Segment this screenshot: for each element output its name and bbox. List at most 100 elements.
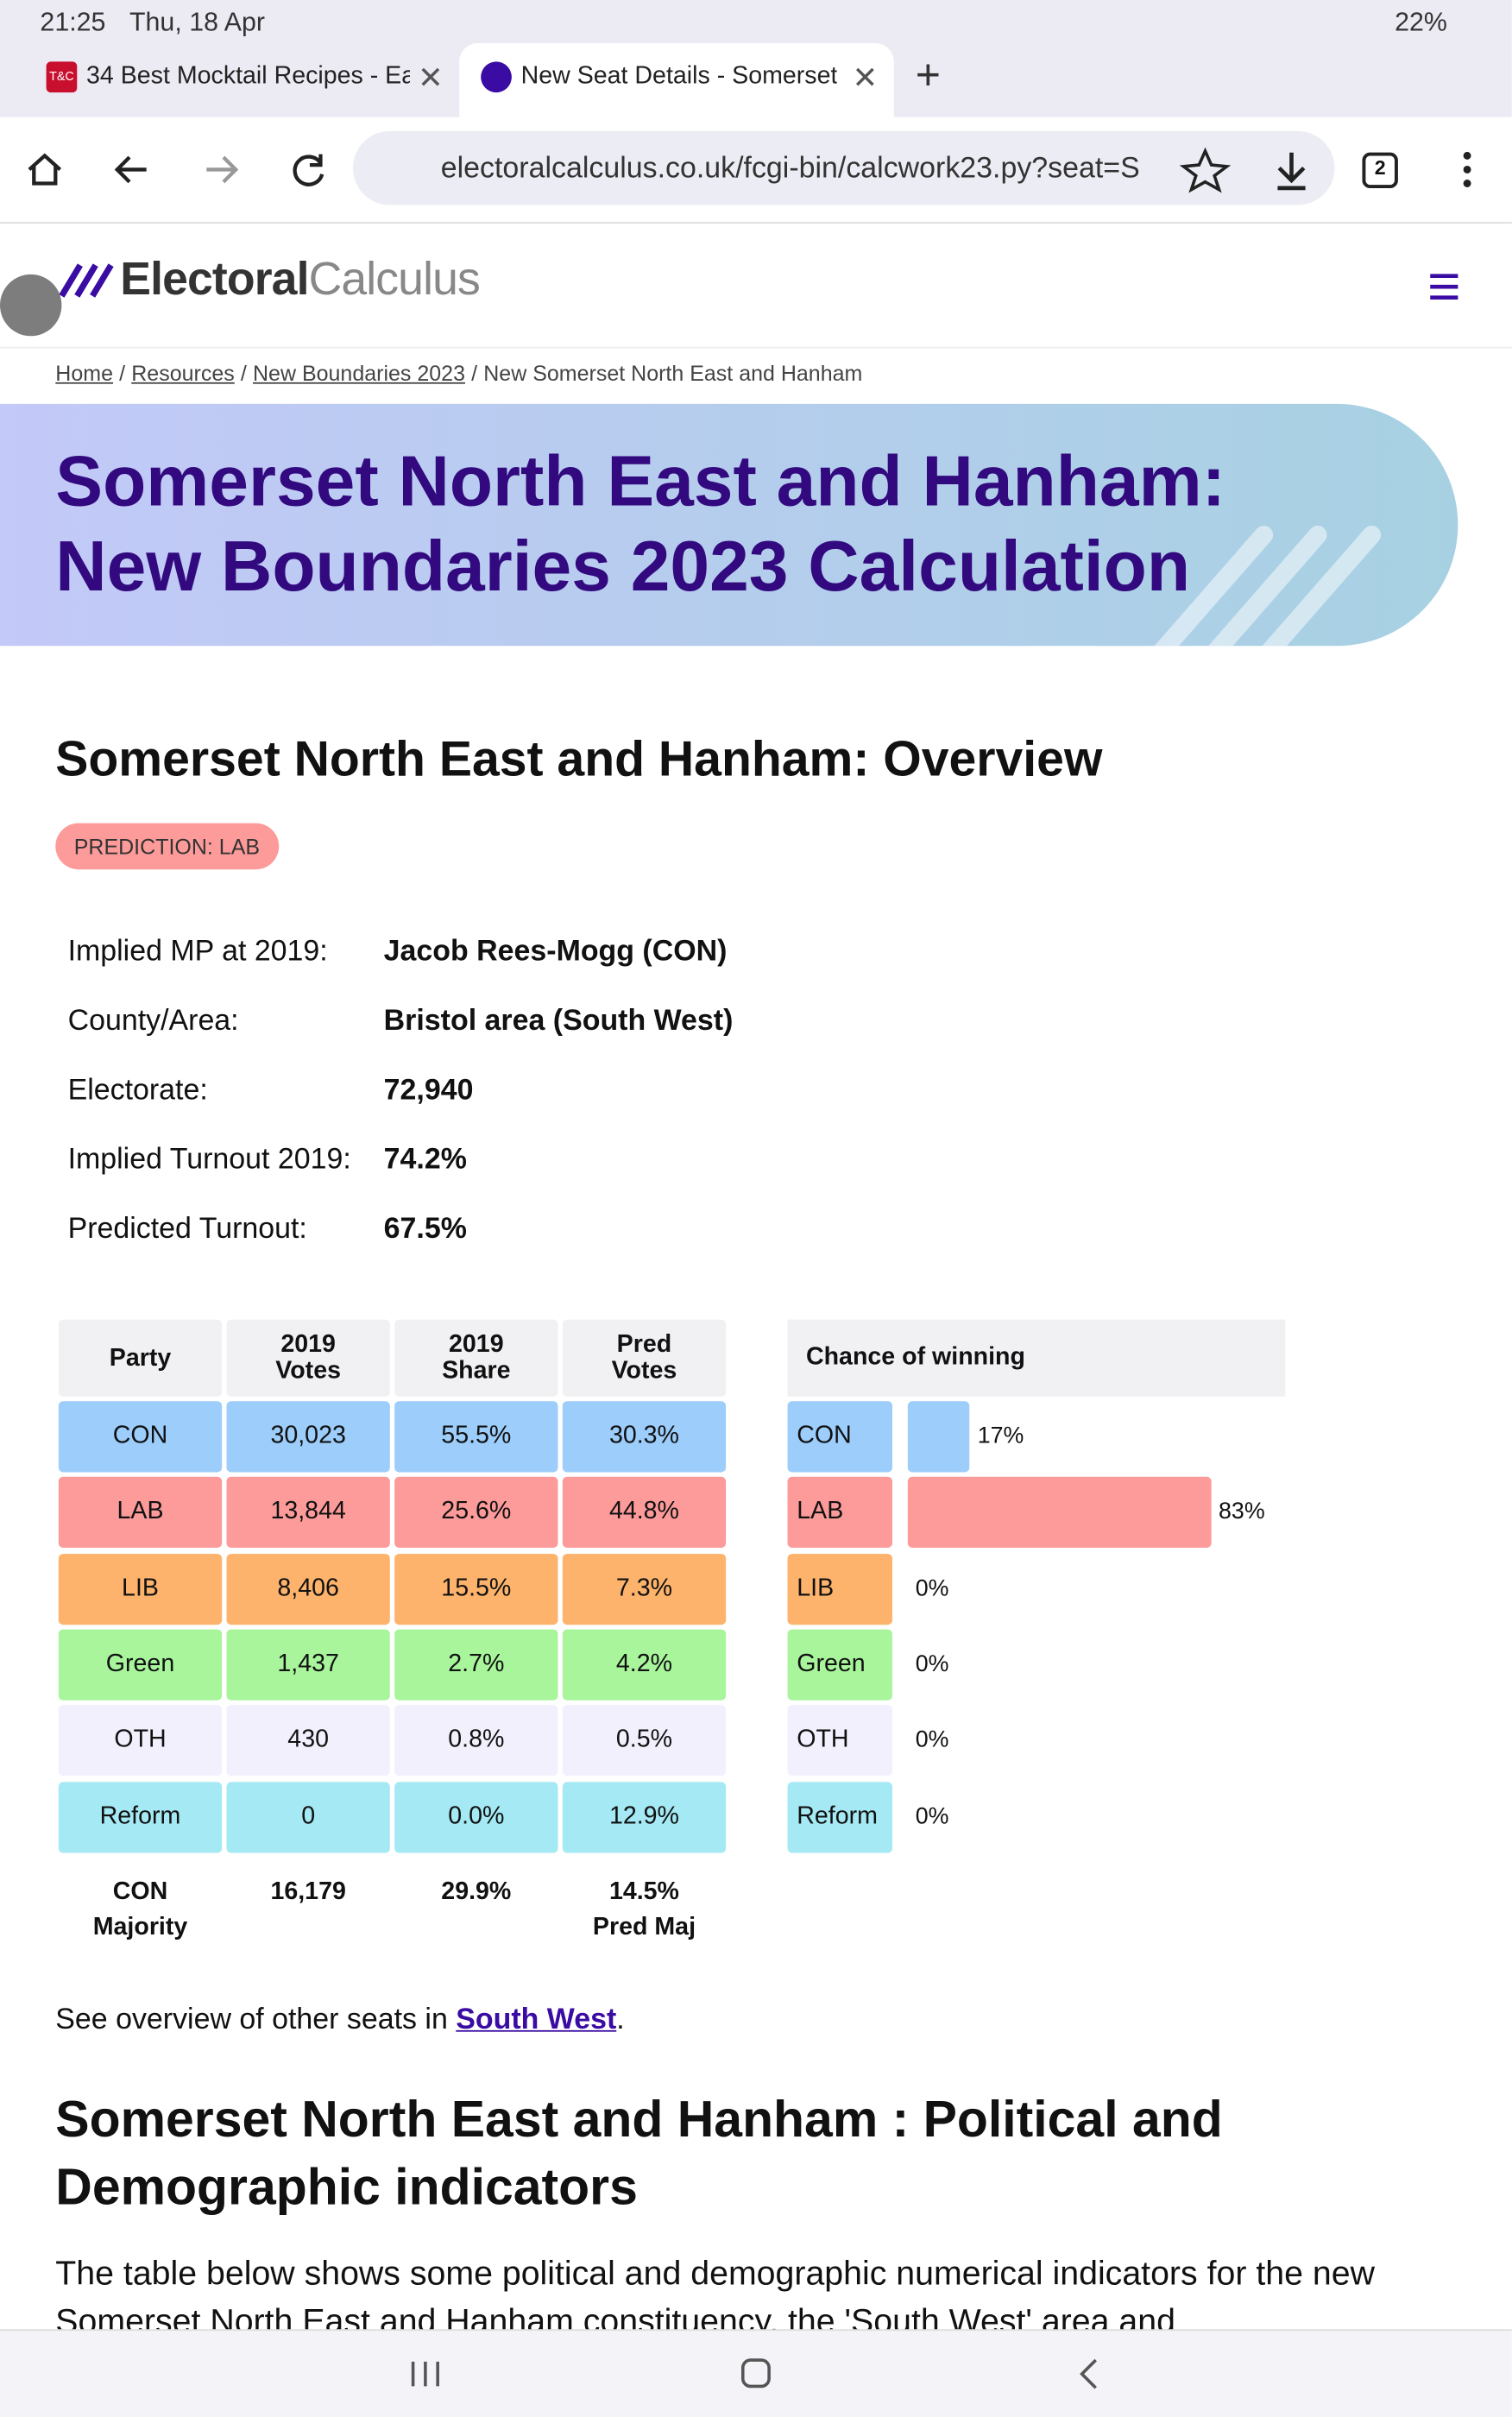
info-value: 72,940 bbox=[383, 1074, 474, 1108]
site-menu[interactable] bbox=[1427, 271, 1461, 302]
info-label: Predicted Turnout: bbox=[67, 1213, 307, 1246]
table-cell: 0.8% bbox=[394, 1705, 558, 1776]
table-cell: 15.5% bbox=[394, 1553, 558, 1625]
table-cell: 13,844 bbox=[226, 1477, 390, 1549]
divider bbox=[0, 346, 1512, 349]
party-cell: Reform bbox=[787, 1781, 892, 1852]
prediction-badge: PREDICTION: LAB bbox=[55, 823, 279, 870]
header-cell: Pred Votes bbox=[562, 1319, 727, 1397]
reload-button[interactable] bbox=[293, 154, 324, 186]
footer-cell: 29.9% bbox=[394, 1875, 558, 1910]
line-text: Share bbox=[442, 1358, 511, 1385]
date: Thu, 18 Apr bbox=[129, 7, 265, 37]
table-cell: 0 bbox=[226, 1781, 390, 1852]
info-label: County/Area: bbox=[67, 1005, 239, 1038]
table-cell: 55.5% bbox=[394, 1401, 558, 1473]
line-text: 29.9% bbox=[441, 1878, 512, 1906]
hero-title: New Boundaries 2023 Calculation bbox=[55, 525, 1191, 606]
link[interactable]: South West bbox=[456, 2004, 617, 2037]
chance-label: 17% bbox=[977, 1423, 1024, 1449]
table-cell: Green bbox=[58, 1629, 223, 1701]
chance-bar bbox=[907, 1401, 970, 1473]
info-value: 74.2% bbox=[383, 1144, 467, 1177]
party-cell: Green bbox=[787, 1629, 892, 1701]
menu-button[interactable] bbox=[1463, 180, 1471, 187]
logo-bold: Electoral bbox=[120, 254, 309, 306]
line-text: Votes bbox=[275, 1358, 341, 1385]
tab-count: 2 bbox=[1374, 155, 1386, 180]
table-cell: 2.7% bbox=[394, 1629, 558, 1701]
table-cell: CON bbox=[58, 1401, 223, 1473]
chance-label: 0% bbox=[915, 1575, 949, 1601]
tab-favicon: T&C bbox=[46, 61, 78, 93]
chance-label: 83% bbox=[1219, 1499, 1265, 1525]
clock: 21:25 bbox=[40, 7, 106, 37]
line-text: Pred bbox=[616, 1331, 672, 1359]
footer-cell: 14.5% Pred Maj bbox=[563, 1875, 726, 1946]
info-label: Implied Turnout 2019: bbox=[67, 1144, 351, 1177]
section-heading: Somerset North East and Hanham : Politic… bbox=[55, 2090, 1223, 2148]
party-cell: CON bbox=[787, 1401, 892, 1473]
line-text: Votes bbox=[611, 1358, 677, 1385]
breadcrumb-current: New Somerset North East and Hanham bbox=[483, 360, 863, 386]
nav-bar bbox=[0, 2329, 1512, 2417]
party-cell: LAB bbox=[787, 1477, 892, 1549]
edit-bubble[interactable] bbox=[0, 274, 62, 337]
breadcrumb-link[interactable]: New Boundaries 2023 bbox=[252, 360, 466, 386]
text: See overview of other seats in bbox=[55, 2004, 457, 2037]
tab-close[interactable]: ✕ bbox=[417, 61, 444, 96]
hero bbox=[0, 403, 1458, 647]
breadcrumb-link[interactable]: Resources bbox=[131, 360, 235, 386]
header-cell: 2019 Votes bbox=[226, 1319, 390, 1397]
tab-close[interactable]: ✕ bbox=[852, 61, 879, 96]
line-text: Majority bbox=[92, 1914, 188, 1941]
tab-title[interactable]: New Seat Details - Somerset bbox=[520, 63, 837, 90]
address-bar[interactable] bbox=[352, 130, 1335, 205]
new-tab[interactable]: + bbox=[915, 50, 941, 99]
line-text: CON bbox=[112, 1878, 168, 1906]
logo[interactable]: ElectoralCalculus bbox=[120, 254, 481, 307]
table-cell: 30.3% bbox=[562, 1401, 727, 1473]
line-text: Party bbox=[109, 1345, 172, 1372]
footer-cell: CON Majority bbox=[59, 1875, 222, 1946]
table-cell: 30,023 bbox=[226, 1401, 390, 1473]
chance-label: 0% bbox=[915, 1726, 949, 1753]
table-cell: 25.6% bbox=[394, 1477, 558, 1549]
table-cell: 0.0% bbox=[394, 1781, 558, 1852]
divider bbox=[0, 222, 1512, 224]
active-tab[interactable] bbox=[459, 43, 894, 117]
section-heading: Demographic indicators bbox=[55, 2158, 638, 2216]
breadcrumb-link[interactable]: Home bbox=[55, 360, 114, 386]
table-cell: 8,406 bbox=[226, 1553, 390, 1625]
bookmark-button[interactable] bbox=[1179, 147, 1232, 193]
tab-title[interactable]: 34 Best Mocktail Recipes - Ea bbox=[86, 63, 411, 90]
header-cell: 2019 Share bbox=[394, 1319, 558, 1397]
info-value: Bristol area (South West) bbox=[383, 1005, 734, 1038]
table-cell: 44.8% bbox=[562, 1477, 727, 1549]
breadcrumb-separator: / bbox=[119, 360, 126, 386]
table-cell: 4.2% bbox=[562, 1629, 727, 1701]
url[interactable]: electoralcalculus.co.uk/fcgi-bin/calcwor… bbox=[440, 152, 1140, 186]
table-cell: 1,437 bbox=[226, 1629, 390, 1701]
see-other: See overview of other seats in South Wes… bbox=[55, 2004, 624, 2038]
toolbar bbox=[28, 130, 1471, 205]
logo-mark bbox=[59, 263, 114, 298]
forward-button[interactable] bbox=[206, 155, 239, 184]
info-label: Implied MP at 2019: bbox=[67, 935, 328, 969]
header-cell: Chance of winning bbox=[787, 1319, 1286, 1397]
hero-title: Somerset North East and Hanham: bbox=[55, 440, 1226, 521]
breadcrumb-separator: / bbox=[240, 360, 247, 386]
line-text: 14.5% bbox=[608, 1878, 679, 1906]
tab-switcher[interactable] bbox=[1362, 152, 1398, 189]
table-cell: OTH bbox=[58, 1705, 223, 1776]
tab-favicon bbox=[481, 61, 512, 93]
home-button[interactable] bbox=[28, 153, 62, 186]
chance-label: 0% bbox=[915, 1650, 949, 1677]
download-button[interactable] bbox=[1277, 152, 1306, 191]
footer-cell: 16,179 bbox=[227, 1875, 390, 1910]
header-cell: Party bbox=[58, 1319, 223, 1397]
back-button[interactable] bbox=[114, 155, 147, 184]
table-cell: 0.5% bbox=[562, 1705, 727, 1776]
info-value: Jacob Rees-Mogg (CON) bbox=[383, 935, 728, 969]
